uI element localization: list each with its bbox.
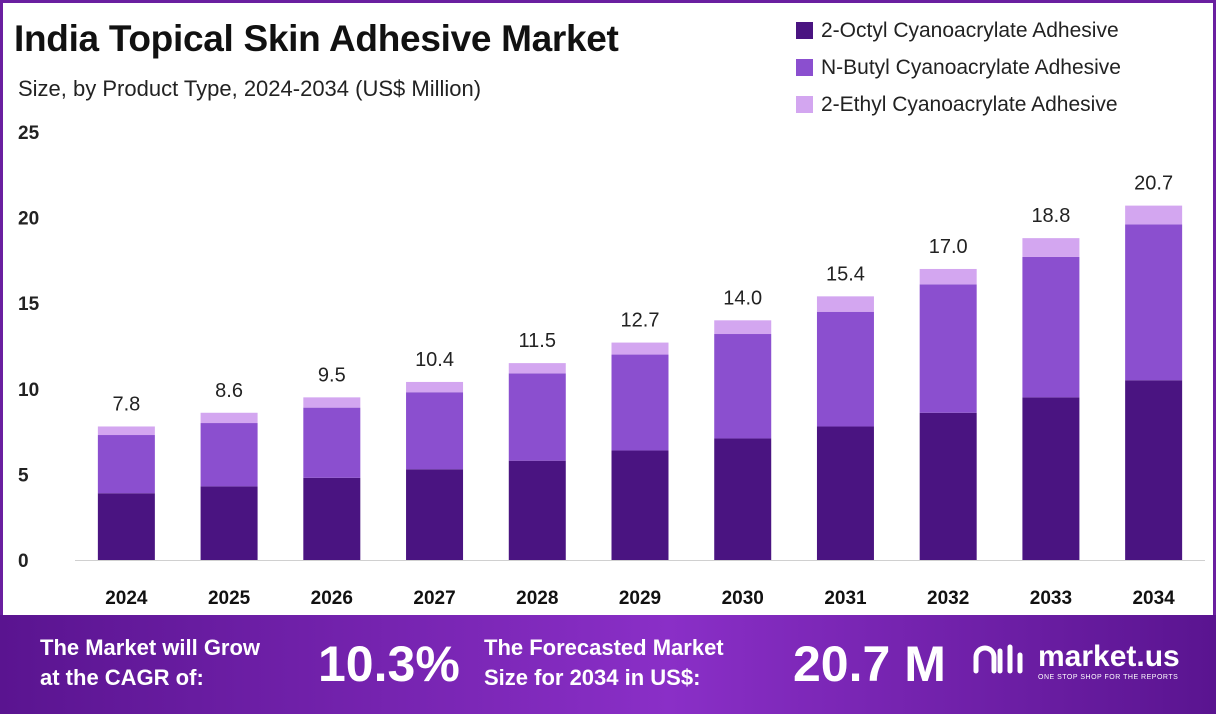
chart-title: India Topical Skin Adhesive Market — [14, 18, 619, 59]
y-tick-label: 10 — [18, 380, 39, 401]
legend-label-2-ethyl: 2-Ethyl Cyanoacrylate Adhesive — [821, 92, 1118, 116]
legend-label-n-butyl: N-Butyl Cyanoacrylate Adhesive — [821, 55, 1121, 79]
x-tick-label: 2030 — [722, 588, 764, 609]
bar-segment-3 — [406, 381, 464, 393]
x-tick-label: 2031 — [824, 588, 867, 609]
y-tick-label: 5 — [18, 465, 29, 486]
legend-item-n-butyl: N-Butyl Cyanoacrylate Adhesive — [796, 49, 1121, 86]
bar-segment-3 — [714, 320, 772, 335]
total-data-label: 9.5 — [318, 364, 346, 386]
bar-segment-3 — [200, 412, 258, 424]
legend-swatch-2-ethyl — [796, 96, 813, 113]
chart-legend: 2-Octyl Cyanoacrylate Adhesive N-Butyl C… — [796, 12, 1121, 123]
total-data-label: 14.0 — [723, 287, 762, 309]
bar-segment-1 — [1125, 380, 1183, 560]
cagr-label-line2: at the CAGR of: — [40, 665, 204, 690]
bar-segment-1 — [406, 469, 464, 560]
forecast-label: The Forecasted Market Size for 2034 in U… — [484, 633, 724, 693]
bar-segment-3 — [1022, 238, 1080, 257]
market-us-logo-icon — [973, 644, 1023, 674]
bar-segment-2 — [97, 435, 155, 494]
bar-segment-2 — [611, 354, 669, 451]
bar-segment-1 — [714, 438, 772, 560]
x-tick-label: 2026 — [311, 588, 353, 609]
bar-segment-1 — [816, 426, 874, 560]
bar-segment-2 — [1022, 256, 1080, 398]
bar-segment-1 — [1022, 397, 1080, 560]
y-tick-label: 15 — [18, 294, 40, 315]
bar-segment-1 — [97, 493, 155, 560]
bar-segment-1 — [303, 477, 361, 560]
total-data-label: 11.5 — [519, 330, 556, 352]
bar-segment-2 — [714, 334, 772, 439]
bar-segment-1 — [200, 486, 258, 560]
bar-segment-3 — [508, 363, 566, 374]
forecast-label-line1: The Forecasted Market — [484, 635, 724, 660]
bar-segment-2 — [508, 373, 566, 461]
y-tick-label: 20 — [18, 209, 39, 230]
bar-segment-1 — [919, 412, 977, 560]
legend-swatch-n-butyl — [796, 59, 813, 76]
bar-segment-3 — [303, 397, 361, 408]
bar-segment-2 — [1125, 224, 1183, 381]
bar-segment-2 — [919, 284, 977, 413]
bar-segment-3 — [1125, 205, 1183, 225]
y-tick-label: 25 — [18, 123, 40, 144]
chart-subtitle: Size, by Product Type, 2024-2034 (US$ Mi… — [18, 76, 482, 101]
x-tick-label: 2028 — [516, 588, 558, 609]
legend-swatch-2-octyl — [796, 22, 813, 39]
x-tick-label: 2025 — [208, 588, 251, 609]
total-data-label: 10.4 — [415, 349, 454, 371]
x-tick-label: 2024 — [105, 588, 148, 609]
bar-segment-1 — [508, 460, 566, 560]
bar-segment-2 — [406, 392, 464, 470]
bar-segment-3 — [97, 426, 155, 436]
forecast-value: 20.7 M — [793, 636, 946, 692]
y-tick-label: 0 — [18, 551, 29, 572]
total-data-label: 8.6 — [215, 380, 243, 402]
bar-segment-2 — [200, 423, 258, 487]
cagr-label-line1: The Market will Grow — [40, 635, 261, 660]
cagr-label: The Market will Grow at the CAGR of: — [40, 633, 260, 693]
bar-segment-1 — [611, 450, 669, 560]
summary-banner: The Market will Grow at the CAGR of: 10.… — [0, 615, 1216, 714]
logo-tagline: ONE STOP SHOP FOR THE REPORTS — [1038, 673, 1179, 681]
bar-segment-3 — [611, 342, 669, 355]
total-data-label: 12.7 — [621, 310, 660, 332]
bar-segment-3 — [919, 268, 977, 285]
x-tick-label: 2027 — [413, 588, 455, 609]
x-tick-label: 2033 — [1030, 588, 1072, 609]
bar-segment-3 — [816, 296, 874, 312]
cagr-value: 10.3% — [318, 636, 460, 692]
bar-segment-2 — [816, 311, 874, 427]
total-data-label: 7.8 — [112, 393, 140, 415]
legend-item-2-octyl: 2-Octyl Cyanoacrylate Adhesive — [796, 12, 1121, 49]
x-tick-label: 2029 — [619, 588, 661, 609]
total-data-label: 15.4 — [826, 263, 865, 285]
market-us-logo: market.us ONE STOP SHOP FOR THE REPORTS — [970, 637, 1180, 683]
bar-segment-2 — [303, 407, 361, 478]
x-tick-label: 2034 — [1132, 588, 1175, 609]
x-tick-label: 2032 — [927, 588, 969, 609]
stacked-bar-chart: 05101520257.820248.620259.5202610.420271… — [18, 123, 1205, 609]
legend-label-2-octyl: 2-Octyl Cyanoacrylate Adhesive — [821, 18, 1119, 42]
total-data-label: 20.7 — [1134, 173, 1173, 195]
total-data-label: 18.8 — [1031, 205, 1070, 227]
logo-name: market.us — [1038, 639, 1180, 673]
forecast-label-line2: Size for 2034 in US$: — [484, 665, 701, 690]
total-data-label: 17.0 — [929, 236, 968, 258]
legend-item-2-ethyl: 2-Ethyl Cyanoacrylate Adhesive — [796, 86, 1121, 123]
